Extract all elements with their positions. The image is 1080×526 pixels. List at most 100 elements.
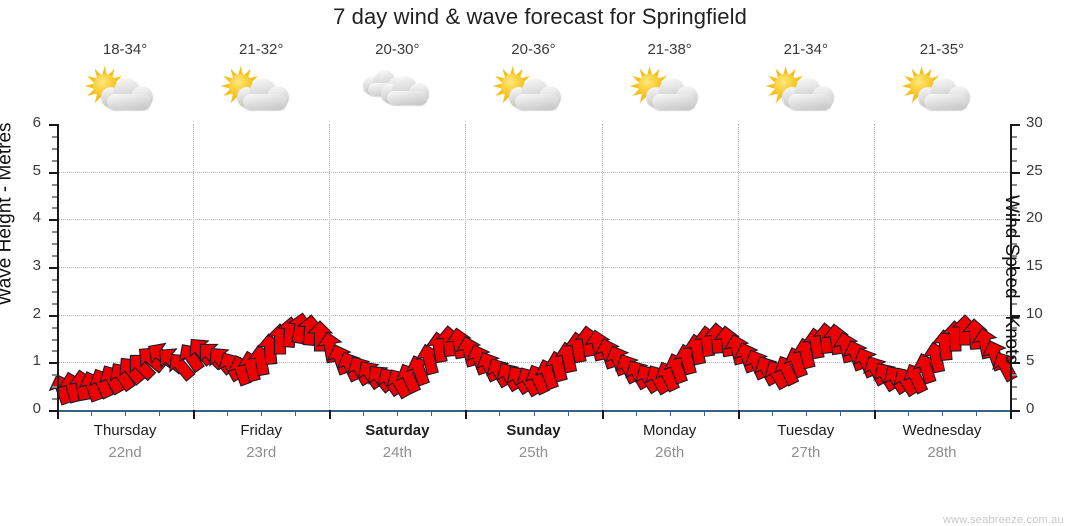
six-hour-tick <box>941 410 943 416</box>
axis-minor-tick <box>52 243 57 246</box>
axis-tick-label: 10 <box>1026 304 1043 322</box>
axis-minor-tick <box>1012 290 1017 293</box>
horizontal-gridline <box>57 171 1010 173</box>
axis-tick-label: 15 <box>1026 257 1043 274</box>
day-boundary-tick <box>601 410 604 419</box>
axis-tick <box>49 267 57 269</box>
axis-minor-tick <box>52 386 57 389</box>
axis-tick <box>1012 219 1020 222</box>
temperature-range: 21-32° <box>239 41 284 58</box>
axis-minor-tick <box>52 278 57 281</box>
day-header: 21-35° <box>874 40 1010 124</box>
day-name: Sunday <box>506 422 561 439</box>
axis-tick-label: 20 <box>1026 209 1043 227</box>
day-boundary-tick <box>329 410 332 419</box>
axis-minor-tick <box>52 302 57 305</box>
axis-minor-tick <box>52 135 57 138</box>
six-hour-tick <box>703 410 705 416</box>
axis-minor-tick <box>52 147 57 150</box>
six-hour-tick <box>567 410 569 416</box>
temperature-range: 21-38° <box>647 41 692 58</box>
six-hour-tick <box>91 410 93 416</box>
day-date: 24th <box>382 444 412 461</box>
axis-tick-label: 5 <box>1026 352 1035 370</box>
day-divider-gridline <box>193 124 195 410</box>
axis-minor-tick <box>1012 326 1017 329</box>
axis-minor-tick <box>52 255 57 258</box>
day-footer: Sunday 25th <box>465 420 601 470</box>
day-footer: Monday 26th <box>602 420 738 470</box>
day-name: Monday <box>642 422 697 439</box>
six-hour-tick <box>363 410 365 416</box>
axis-minor-tick <box>1012 386 1017 389</box>
axis-tick <box>1012 124 1020 126</box>
axis-tick-label: 30 <box>1026 114 1043 131</box>
sun-ray <box>237 66 244 77</box>
axis-minor-tick <box>1012 207 1017 210</box>
day-header: 18-34° <box>57 40 193 124</box>
day-header: 21-34° <box>738 40 874 124</box>
six-hour-tick <box>159 410 161 416</box>
axis-minor-tick <box>1012 255 1017 258</box>
day-header: 20-30° <box>329 40 465 124</box>
left-axis-spine <box>57 124 59 411</box>
six-hour-tick <box>907 410 909 416</box>
axis-minor-tick <box>52 290 57 293</box>
day-boundary-tick <box>465 410 468 419</box>
six-hour-tick <box>227 410 229 416</box>
six-hour-tick <box>431 410 433 416</box>
horizontal-gridline <box>57 362 1010 364</box>
axis-tick <box>1012 267 1020 269</box>
axis-minor-tick <box>1012 278 1017 281</box>
temperature-range: 21-35° <box>919 41 965 58</box>
six-hour-tick <box>397 410 399 416</box>
axis-tick-label: 25 <box>1026 161 1043 179</box>
axis-tick-label: 6 <box>32 114 41 131</box>
day-footer: Tuesday 27th <box>738 420 874 470</box>
six-hour-tick <box>125 410 127 416</box>
partly-cloudy-icon <box>602 62 738 118</box>
axis-tick-label: 2 <box>32 304 41 322</box>
axis-minor-tick <box>1012 195 1017 198</box>
six-hour-tick <box>669 410 671 416</box>
day-divider-gridline <box>465 124 467 410</box>
axis-minor-tick <box>1012 374 1017 377</box>
day-name: Tuesday <box>777 422 835 439</box>
axis-minor-tick <box>1012 231 1017 234</box>
axis-tick <box>49 219 57 222</box>
axis-tick-label: 0 <box>32 400 41 417</box>
axis-minor-tick <box>52 183 57 186</box>
axis-tick <box>49 362 57 365</box>
temperature-range: 18-34° <box>102 41 148 58</box>
axis-tick-label: 4 <box>32 209 41 227</box>
axis-tick <box>49 410 57 412</box>
page-title: 7 day wind & wave forecast for Springfie… <box>333 4 747 29</box>
sun-ray <box>918 66 925 77</box>
day-boundary-tick <box>193 410 196 419</box>
axis-tick <box>1012 410 1020 412</box>
six-hour-tick <box>805 410 807 416</box>
temperature-range: 21-34° <box>783 41 828 58</box>
day-date: 28th <box>927 444 957 461</box>
axis-minor-tick <box>52 231 57 234</box>
day-divider-gridline <box>601 124 603 410</box>
day-date: 27th <box>791 444 821 461</box>
six-hour-tick <box>261 410 263 416</box>
six-hour-tick <box>771 410 773 416</box>
axis-tick-label: 1 <box>32 352 41 370</box>
day-header: 21-32° <box>193 40 329 124</box>
day-name: Saturday <box>365 422 430 439</box>
axis-minor-tick <box>52 350 57 353</box>
forecast-chart: 7 day wind & wave forecast for Springfie… <box>0 4 1064 526</box>
day-boundary-tick <box>737 410 740 419</box>
day-divider-gridline <box>329 124 331 410</box>
axis-minor-tick <box>52 374 57 377</box>
axis-minor-tick <box>1012 350 1017 353</box>
axis-tick <box>49 314 57 317</box>
axis-minor-tick <box>1012 135 1017 138</box>
horizontal-gridline <box>57 314 1010 316</box>
day-header: 21-38° <box>602 40 738 124</box>
six-hour-tick <box>533 410 535 416</box>
temperature-range: 20-36° <box>511 41 556 58</box>
day-date: 25th <box>518 444 549 461</box>
